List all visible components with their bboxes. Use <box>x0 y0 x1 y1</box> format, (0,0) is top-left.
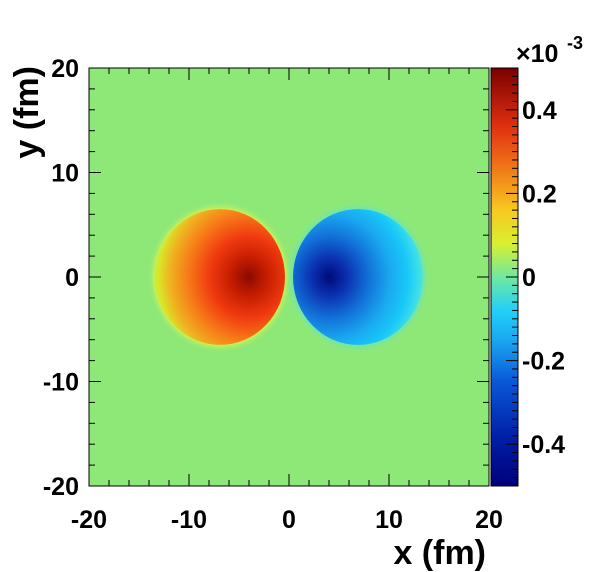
colorbar-tick-label: 0.2 <box>522 180 557 208</box>
y-tick-label: 10 <box>51 160 79 188</box>
x-tick-label: -20 <box>71 506 107 534</box>
colorbar-tick-label: -0.4 <box>522 431 565 459</box>
positive-lobe <box>155 209 285 345</box>
colorbar-tick-label: -0.2 <box>522 348 565 376</box>
x-tick-label: 20 <box>475 506 503 534</box>
colorbar-exponent-power: -3 <box>567 33 583 53</box>
x-tick-label: 0 <box>282 506 296 534</box>
x-tick-label: 10 <box>375 506 403 534</box>
y-tick-label: -20 <box>43 473 79 501</box>
y-tick-label: 20 <box>51 55 79 83</box>
y-axis-title: y (fm) <box>8 66 46 159</box>
negative-lobe <box>293 209 423 345</box>
heatmap-field <box>147 200 431 354</box>
axis-ticks <box>88 67 490 487</box>
x-axis-title: x (fm) <box>393 534 486 572</box>
colorbar-tick-label: 0 <box>522 264 536 292</box>
y-tick-label: -10 <box>43 369 79 397</box>
colorbar <box>490 67 519 487</box>
colorbar-exponent: ×10 <box>516 40 558 68</box>
colorbar-tick-label: 0.4 <box>522 97 557 125</box>
x-tick-label: -10 <box>171 506 207 534</box>
y-tick-label: 0 <box>65 264 79 292</box>
